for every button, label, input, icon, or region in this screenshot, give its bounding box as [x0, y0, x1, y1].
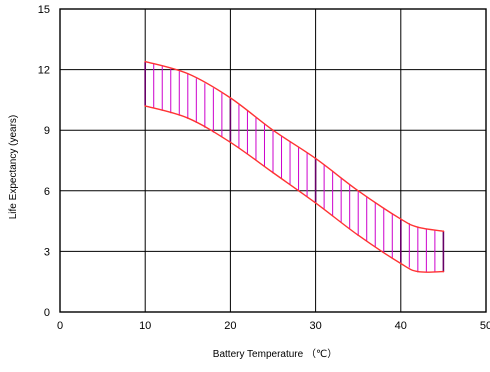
lower-point [357, 234, 360, 237]
band-series [144, 60, 445, 273]
y-tick-label-3: 3 [44, 246, 50, 258]
x-tick-label-0: 0 [57, 320, 63, 332]
lower-point [400, 262, 402, 265]
x-tick-label-20: 20 [224, 320, 236, 332]
y-tick-label-15: 15 [38, 4, 50, 16]
upper-point [417, 226, 419, 228]
tick-labels: 0 10 20 30 40 50 0 3 6 9 12 15 [38, 4, 490, 332]
upper-point [357, 190, 360, 192]
lower-point [442, 270, 445, 273]
plot-frame [59, 8, 487, 313]
x-tick-label-40: 40 [395, 320, 407, 332]
x-tick-label-50: 50 [480, 320, 490, 332]
x-tick-label-30: 30 [309, 320, 321, 332]
lower-point [314, 202, 317, 204]
upper-point [229, 97, 232, 99]
y-tick-label-0: 0 [44, 307, 50, 319]
upper-point [187, 72, 189, 75]
grid-layer [59, 8, 487, 313]
upper-point [314, 157, 317, 160]
x-tick-label-10: 10 [139, 320, 151, 332]
upper-point [400, 218, 402, 220]
lower-point [144, 105, 146, 107]
upper-point [442, 230, 445, 232]
upper-point [144, 60, 146, 63]
lower-point [187, 117, 189, 119]
lower-point [272, 171, 274, 174]
band-lower-line [145, 105, 444, 273]
y-tick-label-12: 12 [38, 65, 50, 77]
y-axis-title: Life Expectancy (years) [8, 115, 19, 220]
upper-point [272, 129, 274, 131]
y-tick-label-6: 6 [44, 186, 50, 198]
lower-point [417, 270, 419, 273]
band-upper-line [145, 60, 444, 232]
lower-point [229, 141, 232, 144]
y-tick-label-9: 9 [44, 125, 50, 137]
x-axis-title: Battery Temperature （℃） [213, 348, 337, 360]
